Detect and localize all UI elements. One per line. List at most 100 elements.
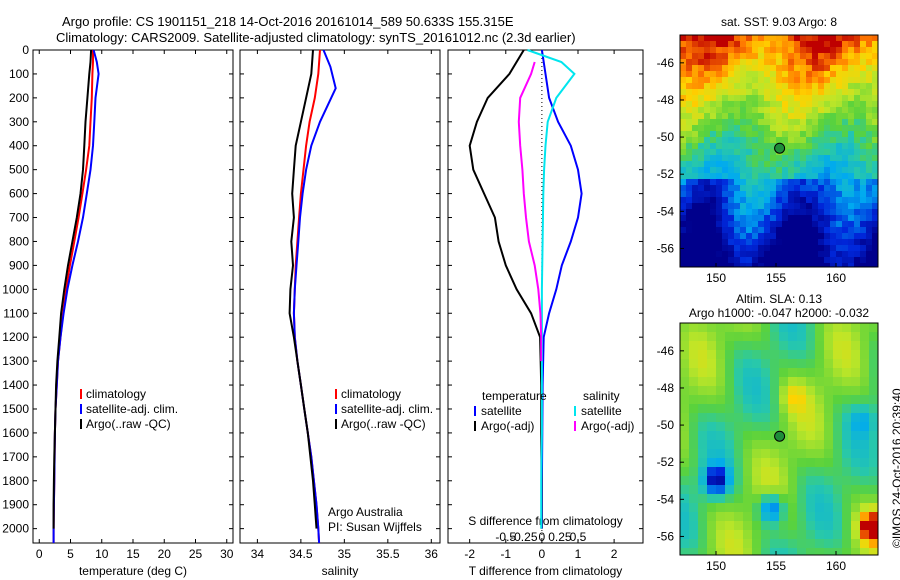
map-cell (842, 485, 851, 494)
map-cell (710, 59, 716, 65)
map-cell (698, 101, 704, 107)
map-cell (692, 245, 698, 251)
map-cell (824, 404, 833, 413)
map-cell (824, 395, 833, 404)
map-cell (833, 332, 842, 341)
map-cell (728, 83, 734, 89)
map-cell (818, 161, 824, 167)
map-cell (800, 41, 806, 47)
map-cell (842, 95, 848, 101)
map-cell (704, 239, 710, 245)
map-cell (728, 215, 734, 221)
map-y-tick-label: -56 (657, 529, 675, 543)
map-cell (770, 257, 776, 263)
map-cell (752, 404, 761, 413)
map-cell (842, 257, 848, 263)
map-cell (818, 95, 824, 101)
map-cell (788, 221, 794, 227)
map-cell (800, 149, 806, 155)
map-cell (818, 245, 824, 251)
map-cell (788, 77, 794, 83)
map-cell (770, 173, 776, 179)
map-cell (770, 239, 776, 245)
map-cell (782, 167, 788, 173)
panel-frame (447, 49, 644, 544)
map-cell (689, 359, 698, 368)
map-cell (680, 83, 686, 89)
map-cell (788, 155, 794, 161)
x-axis-label: salinity (322, 564, 359, 578)
map-cell (692, 215, 698, 221)
map-cell (728, 197, 734, 203)
map-cell (725, 539, 734, 548)
map-cell (770, 548, 779, 555)
map-cell (848, 233, 854, 239)
map-cell (782, 77, 788, 83)
map-cell (716, 359, 725, 368)
map-cell (743, 323, 752, 332)
map-cell (710, 233, 716, 239)
map-cell (848, 227, 854, 233)
map-cell (854, 125, 860, 131)
map-cell (692, 227, 698, 233)
map-cell (716, 449, 725, 458)
y-tick-label: 400 (9, 139, 29, 153)
map-cell (752, 137, 758, 143)
map-cell (686, 203, 692, 209)
map-cell (692, 113, 698, 119)
map-cell (776, 65, 782, 71)
map-cell (740, 119, 746, 125)
map-cell (680, 41, 686, 47)
map-cell (680, 107, 686, 113)
map-cell (860, 203, 866, 209)
map-cell (854, 143, 860, 149)
map-cell (854, 185, 860, 191)
x-axis-label: T difference from climatology (469, 564, 623, 578)
map-cell (734, 404, 743, 413)
map-cell (800, 203, 806, 209)
map-cell (818, 41, 824, 47)
map-cell (734, 413, 743, 422)
map-cell (830, 125, 836, 131)
map-cell (716, 467, 725, 476)
map-cell (851, 476, 860, 485)
map-cell (848, 47, 854, 53)
map-cell (686, 197, 692, 203)
map-cell (782, 119, 788, 125)
map-cell (842, 422, 851, 431)
map-cell (698, 173, 704, 179)
map-cell (779, 530, 788, 539)
map-cell (764, 149, 770, 155)
map-cell (788, 449, 797, 458)
map-cell (698, 167, 704, 173)
map-cell (851, 431, 860, 440)
map-cell (689, 404, 698, 413)
y-tick-label: 600 (9, 187, 29, 201)
map-cell (833, 476, 842, 485)
map-cell (680, 197, 686, 203)
map-cell (728, 53, 734, 59)
map-cell (866, 101, 872, 107)
map-cell (824, 245, 830, 251)
map-cell (860, 368, 869, 377)
map-cell (806, 155, 812, 161)
map-cell (716, 179, 722, 185)
map-cell (776, 41, 782, 47)
map-cell (806, 101, 812, 107)
y-tick-label: 1700 (2, 450, 29, 464)
map-cell (872, 149, 878, 155)
map-cell (758, 53, 764, 59)
map-cell (680, 332, 689, 341)
map-cell (728, 257, 734, 263)
map-cell (680, 323, 689, 332)
map-cell (698, 467, 707, 476)
map-cell (866, 179, 872, 185)
map-cell (788, 512, 797, 521)
map-cell (872, 185, 878, 191)
map-cell (854, 257, 860, 263)
map-cell (806, 185, 812, 191)
map-cell (776, 47, 782, 53)
map-cell (728, 107, 734, 113)
map-cell (869, 530, 878, 539)
map-cell (746, 203, 752, 209)
